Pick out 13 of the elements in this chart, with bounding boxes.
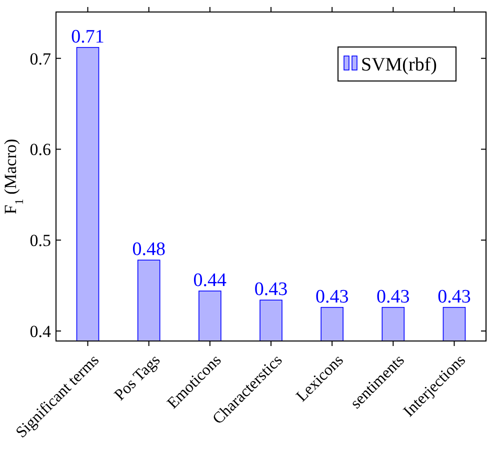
data-label: 0.48 <box>132 239 166 260</box>
data-label: 0.43 <box>376 286 410 308</box>
y-tick-label: 0.4 <box>30 322 52 341</box>
data-label: 0.71 <box>71 26 104 48</box>
legend-label: SVM(rbf) <box>361 54 437 76</box>
data-label: 0.43 <box>254 279 288 300</box>
y-tick-label: 0.7 <box>30 49 52 68</box>
data-label: 0.44 <box>193 270 228 292</box>
y-tick-label: 0.6 <box>30 140 51 160</box>
y-tick-label: 0.5 <box>30 231 51 250</box>
x-tick-label: Pos Tags <box>111 352 164 404</box>
data-label: 0.43 <box>315 286 349 308</box>
data-label: 0.43 <box>438 286 471 308</box>
